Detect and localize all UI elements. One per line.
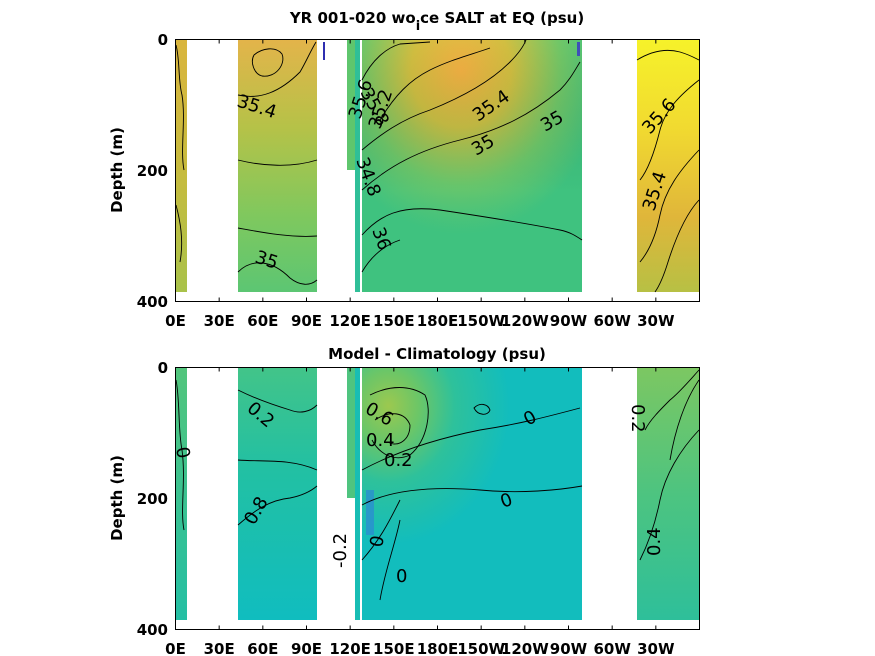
bottom-field-maritime-b [355,368,360,620]
x-tick-label: 120W [501,312,549,330]
x-tick-label: 0E [165,312,186,330]
top-field-atlantic [637,40,699,292]
y-tick-label: 400 [137,293,168,311]
y-tick-label: 400 [137,621,168,639]
top-field-blue-artifact [323,42,325,60]
bottom-y-ticks: 0 200 400 [137,359,168,639]
contour-label: 0 [366,534,389,549]
x-tick-label: 30W [637,312,675,330]
bottom-panel: Model - Climatology (psu) 0.2 0 [108,345,700,656]
x-tick-label: 60E [247,640,278,656]
bottom-contours [175,369,700,601]
x-tick-label: 180E [417,312,459,330]
top-contours [175,39,700,293]
x-tick-label: 30E [204,312,235,330]
y-tick-label: 200 [137,490,168,508]
top-field-pacific-shade [362,40,582,292]
contour-label: 0.4 [366,430,395,451]
bottom-field-atlantic [637,368,699,620]
x-tick-label: 60W [593,640,631,656]
x-tick-label: 150E [373,640,415,656]
x-tick-label: 150W [457,312,505,330]
bottom-field-blue-artifact [366,490,374,535]
x-tick-label: 150E [373,312,415,330]
top-field-indian [238,40,317,292]
contour-label: -0.2 [330,533,351,568]
bottom-y-axis-label: Depth (m) [108,455,126,541]
x-tick-label: 60E [247,312,278,330]
top-field-blue-artifact-2 [577,42,580,56]
x-tick-label: 120E [329,312,371,330]
bottom-field-west [176,368,187,620]
y-tick-label: 200 [137,162,168,180]
top-field-maritime-b [355,40,360,292]
x-tick-label: 90W [550,312,588,330]
contour-label: 0 [396,566,407,587]
x-tick-label: 180E [417,640,459,656]
x-tick-label: 0E [165,640,186,656]
bottom-field-pacific [362,368,582,620]
x-tick-label: 90E [291,640,322,656]
top-field-maritime [347,40,355,170]
x-tick-label: 30E [204,640,235,656]
contour-label: 0.4 [644,527,665,556]
x-tick-label: 60W [593,312,631,330]
top-y-axis-label: Depth (m) [108,127,126,213]
contour-label: 0.2 [384,450,413,471]
y-tick-label: 0 [158,31,168,49]
x-tick-label: 90E [291,312,322,330]
top-panel: YR 001-020 woice SALT at EQ (psu) [108,9,700,330]
x-tick-label: 120W [501,640,549,656]
contour-label: 0 [171,445,194,460]
top-chart-title: YR 001-020 woice SALT at EQ (psu) [289,9,584,34]
bottom-field-maritime [347,368,355,498]
contour-label: 0.2 [627,404,648,433]
top-field-west [176,40,187,292]
y-tick-label: 0 [158,359,168,377]
x-tick-label: 120E [329,640,371,656]
x-tick-label: 150W [457,640,505,656]
x-tick-label: 30W [637,640,675,656]
x-tick-label: 90W [550,640,588,656]
top-y-ticks: 0 200 400 [137,31,168,311]
bottom-chart-title: Model - Climatology (psu) [328,345,546,363]
